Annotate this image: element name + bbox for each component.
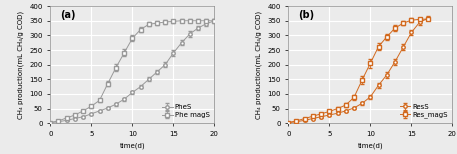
Legend: PheS, Phe magS: PheS, Phe magS bbox=[161, 103, 211, 120]
Text: (b): (b) bbox=[298, 10, 314, 20]
X-axis label: time(d): time(d) bbox=[357, 142, 383, 149]
Y-axis label: CH₄ production(mL CH₄/g COD): CH₄ production(mL CH₄/g COD) bbox=[255, 11, 261, 119]
Text: (a): (a) bbox=[60, 10, 75, 20]
Y-axis label: CH₄ production(mL CH₄/g COD): CH₄ production(mL CH₄/g COD) bbox=[17, 11, 24, 119]
Legend: ResS, Res_magS: ResS, Res_magS bbox=[398, 102, 449, 120]
X-axis label: time(d): time(d) bbox=[120, 142, 145, 149]
